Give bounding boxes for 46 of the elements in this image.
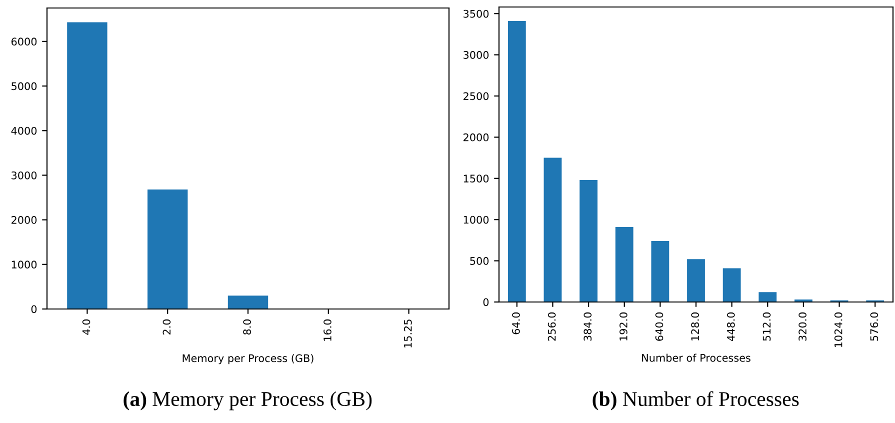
bar xyxy=(148,189,188,309)
y-tick-label: 6000 xyxy=(11,38,37,46)
y-tick-label: 4000 xyxy=(11,126,37,135)
bar xyxy=(544,158,562,302)
x-tick-label: 512.0 xyxy=(762,312,771,341)
x-tick-label: 16.0 xyxy=(324,319,332,341)
bar xyxy=(67,22,108,309)
y-tick-label: 2000 xyxy=(12,216,37,224)
text: (b) Number of Processes xyxy=(592,391,799,410)
x-tick-label: 4.0 xyxy=(82,319,90,335)
bar xyxy=(651,241,670,302)
y-tick-label: 0 xyxy=(483,298,489,306)
y-tick-label: 1500 xyxy=(464,174,489,182)
bar xyxy=(722,268,741,302)
y-tick-label: 2500 xyxy=(464,92,489,100)
bar xyxy=(508,21,526,302)
bar xyxy=(758,292,777,302)
x-tick-label: 2.0 xyxy=(162,319,171,335)
x-tick-label: 8.0 xyxy=(243,319,252,335)
x-tick-label: 640.0 xyxy=(655,312,664,341)
x-tick-label: 576.0 xyxy=(870,312,878,341)
y-tick-label: 500 xyxy=(470,257,489,265)
bar xyxy=(615,227,634,302)
x-tick-label: 448.0 xyxy=(726,312,735,342)
y-tick-label: 0 xyxy=(31,305,37,314)
x-axis-title: Number of Processes xyxy=(642,354,750,362)
y-tick-label: 3000 xyxy=(12,171,37,180)
y-tick-label: 3000 xyxy=(464,51,489,59)
y-tick-label: 3500 xyxy=(464,10,489,18)
y-tick-label: 5000 xyxy=(12,82,37,90)
x-tick-label: 1024.0 xyxy=(834,312,842,348)
x-tick-label: 64.0 xyxy=(512,312,520,334)
y-tick-label: 1000 xyxy=(12,260,37,269)
x-tick-label: 256.0 xyxy=(548,312,556,341)
bar xyxy=(687,259,705,302)
bar xyxy=(228,296,268,309)
y-tick-label: 2000 xyxy=(464,133,489,142)
x-tick-label: 320.0 xyxy=(798,312,806,341)
y-tick-label: 1000 xyxy=(464,216,489,224)
x-tick-label: 384.0 xyxy=(584,312,592,341)
x-tick-label: 192.0 xyxy=(620,312,628,340)
text: (a) Memory per Process (GB) xyxy=(124,391,372,410)
bar xyxy=(580,180,598,302)
x-tick-label: 128.0 xyxy=(691,312,700,340)
x-axis-title: Memory per Process (GB) xyxy=(182,354,314,364)
x-tick-label: 15.25 xyxy=(404,320,412,348)
